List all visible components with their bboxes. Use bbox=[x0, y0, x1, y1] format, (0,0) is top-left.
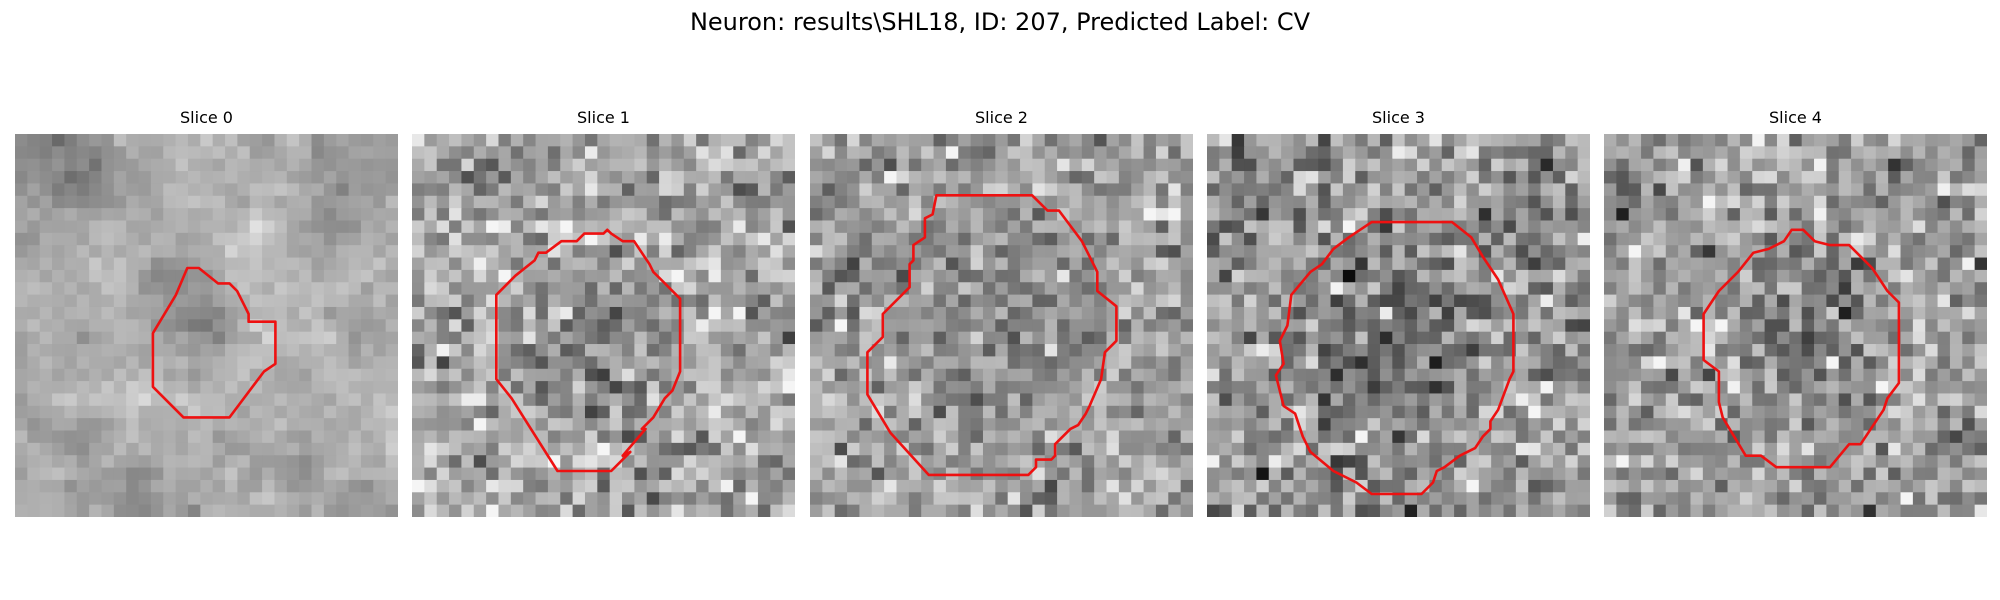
cell-contour bbox=[495, 228, 682, 473]
slice-title-2: Slice 2 bbox=[975, 108, 1028, 127]
slice-title-3: Slice 3 bbox=[1372, 108, 1425, 127]
pixel-grid bbox=[1604, 134, 1987, 517]
slice-image-3 bbox=[1207, 134, 1590, 517]
cell-contour bbox=[866, 193, 1118, 477]
slice-image-1 bbox=[412, 134, 795, 517]
slice-image-2 bbox=[810, 134, 1193, 517]
slice-title-1: Slice 1 bbox=[577, 108, 630, 127]
cell-contour bbox=[151, 266, 277, 419]
pixel-grid bbox=[1207, 134, 1590, 517]
slice-image-4 bbox=[1604, 134, 1987, 517]
pixel-grid bbox=[810, 134, 1193, 517]
slice-title-0: Slice 0 bbox=[180, 108, 233, 127]
slice-title-4: Slice 4 bbox=[1769, 108, 1822, 127]
figure-title: Neuron: results\SHL18, ID: 207, Predicte… bbox=[689, 8, 1311, 36]
cell-contour bbox=[1702, 228, 1901, 469]
slice-image-0 bbox=[15, 134, 398, 517]
pixel-grid bbox=[412, 134, 795, 517]
cell-contour bbox=[1274, 220, 1515, 496]
pixel-grid bbox=[15, 134, 398, 517]
